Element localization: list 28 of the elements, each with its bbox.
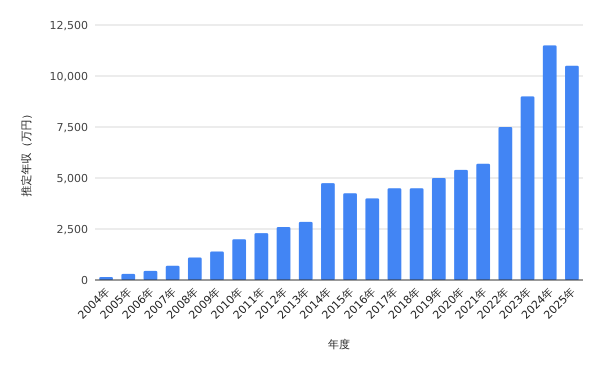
bar xyxy=(188,258,202,280)
bar xyxy=(343,193,357,280)
bar xyxy=(321,183,335,280)
bar xyxy=(542,45,557,280)
y-tick-label: 5,000 xyxy=(56,172,88,185)
bar xyxy=(254,233,268,280)
y-tick-label: 12,500 xyxy=(50,19,88,32)
bar xyxy=(476,164,490,280)
x-axis-title: 年度 xyxy=(328,338,350,351)
bar xyxy=(365,198,380,280)
bar xyxy=(432,178,446,280)
y-axis-title: 推定年収（万円） xyxy=(20,108,33,196)
bar xyxy=(410,188,424,280)
y-tick-label: 0 xyxy=(81,274,88,287)
y-tick-label: 2,500 xyxy=(56,223,88,236)
bar xyxy=(298,222,313,280)
bar xyxy=(498,127,512,280)
bar xyxy=(276,226,290,280)
bar xyxy=(210,251,224,280)
bar xyxy=(520,96,534,280)
bar xyxy=(454,170,468,280)
bar xyxy=(232,239,246,280)
bar xyxy=(144,270,158,280)
y-tick-label: 10,000 xyxy=(50,70,88,83)
bar xyxy=(565,66,579,280)
y-tick-label: 7,500 xyxy=(56,121,88,134)
bar xyxy=(166,266,180,280)
bar xyxy=(388,188,402,280)
